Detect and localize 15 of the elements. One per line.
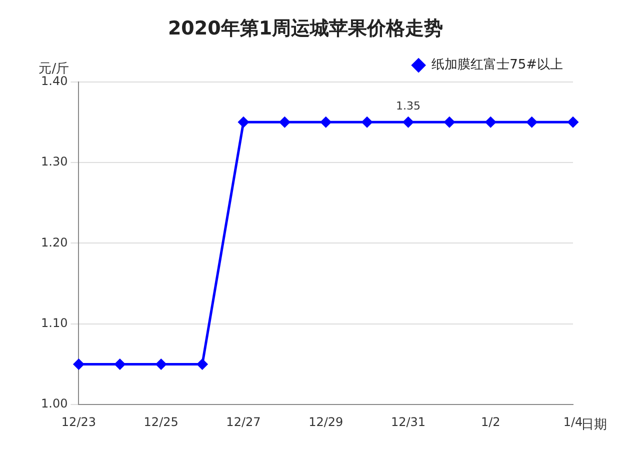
chart-title: 2020年第1周运城苹果价格走势 [168, 17, 444, 40]
x-tick-label: 1/2 [480, 414, 500, 429]
y-tick-label: 1.10 [41, 316, 68, 330]
y-tick-label: 1.00 [41, 396, 68, 411]
x-tick-label: 12/25 [144, 414, 178, 429]
data-label: 1.35 [396, 100, 420, 113]
y-tick-label: 1.20 [41, 235, 68, 250]
y-tick-label: 1.30 [41, 154, 68, 169]
x-tick-label: 12/27 [226, 414, 261, 429]
x-tick-label: 12/31 [390, 414, 426, 429]
x-tick-label: 1/4 [563, 414, 583, 429]
x-tick-label: 12/23 [61, 414, 96, 429]
x-axis-title: 日期 [581, 417, 607, 432]
x-tick-label: 12/29 [308, 414, 344, 429]
legend-label: 纸加膜红富士75#以上 [432, 56, 564, 73]
